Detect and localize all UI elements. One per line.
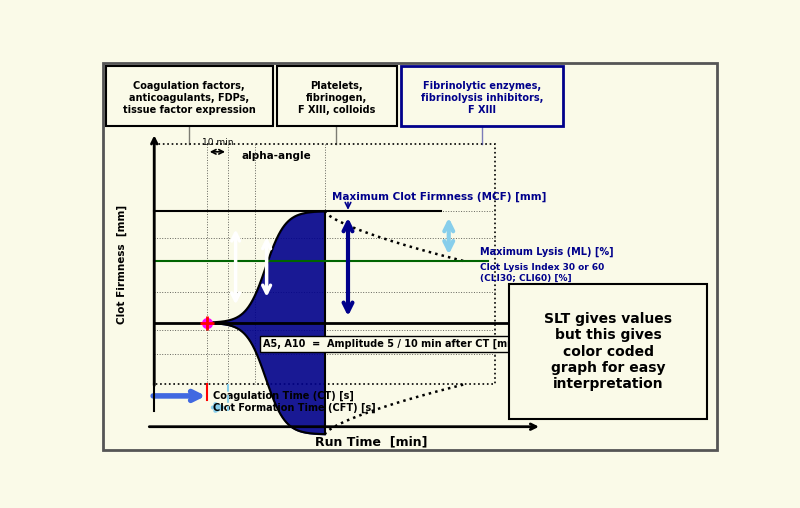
Text: Clot Lysis Index 30 or 60
(CLI30; CLI60) [%]: Clot Lysis Index 30 or 60 (CLI30; CLI60)… xyxy=(480,263,604,282)
Text: Platelets,
fibrinogen,
F XIII, colloids: Platelets, fibrinogen, F XIII, colloids xyxy=(298,81,375,114)
Bar xyxy=(154,144,495,385)
Text: 10 min: 10 min xyxy=(202,138,233,147)
FancyBboxPatch shape xyxy=(103,64,717,450)
Text: Maximum Lysis (ML) [%]: Maximum Lysis (ML) [%] xyxy=(480,247,614,257)
Text: Fibrinolytic enzymes,
fibrinolysis inhibitors,
F XIII: Fibrinolytic enzymes, fibrinolysis inhib… xyxy=(421,81,543,114)
FancyBboxPatch shape xyxy=(509,284,707,419)
FancyBboxPatch shape xyxy=(401,66,563,125)
Text: Maximum Clot Firmness (MCF) [mm]: Maximum Clot Firmness (MCF) [mm] xyxy=(333,192,547,202)
Text: Clot Firmness  [mm]: Clot Firmness [mm] xyxy=(117,205,127,324)
FancyBboxPatch shape xyxy=(106,66,273,125)
Text: Run Time  [min]: Run Time [min] xyxy=(315,436,427,449)
Text: Coagulation factors,
anticoagulants, FDPs,
tissue factor expression: Coagulation factors, anticoagulants, FDP… xyxy=(122,81,255,114)
Text: SLT gives values
but this gives
color coded
graph for easy
interpretation: SLT gives values but this gives color co… xyxy=(544,312,672,391)
Text: A5, A10  =  Amplitude 5 / 10 min after CT [mm]: A5, A10 = Amplitude 5 / 10 min after CT … xyxy=(262,339,522,350)
FancyBboxPatch shape xyxy=(277,66,397,125)
Text: alpha-angle: alpha-angle xyxy=(242,151,311,161)
Text: Clot Formation Time (CFT) [s]: Clot Formation Time (CFT) [s] xyxy=(213,402,376,412)
Text: Coagulation Time (CT) [s]: Coagulation Time (CT) [s] xyxy=(213,391,354,401)
